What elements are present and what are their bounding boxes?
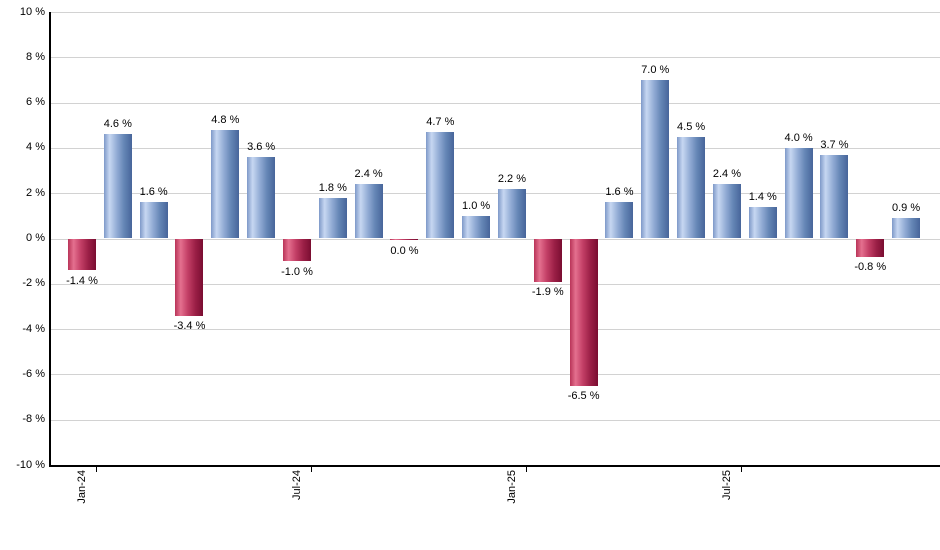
value-label: -3.4 % <box>173 320 206 332</box>
bar-Feb-25 <box>533 238 562 282</box>
y-axis-tick-label: -4 % <box>22 322 45 335</box>
value-label: 0.9 % <box>892 202 921 215</box>
x-axis-tick <box>96 467 97 472</box>
gridline <box>49 147 940 149</box>
value-label: 4.8 % <box>211 113 240 126</box>
value-label: 7.0 % <box>641 63 670 76</box>
value-label: 4.7 % <box>426 116 455 129</box>
bar-Mar-24 <box>139 202 168 239</box>
x-axis-tick-label: Jul-25 <box>720 470 733 500</box>
value-label: 3.7 % <box>820 138 849 151</box>
bar-Jan-24 <box>68 238 96 271</box>
value-label: 0.0 % <box>390 244 419 257</box>
y-axis-tick-label: -10 % <box>16 458 45 471</box>
value-label: 1.6 % <box>605 186 634 199</box>
value-label: 2.4 % <box>354 168 383 181</box>
value-label: 4.6 % <box>103 118 132 131</box>
value-label: 1.8 % <box>318 181 347 194</box>
bar-May-25 <box>641 79 670 239</box>
value-label: -0.8 % <box>854 261 887 274</box>
gridline <box>49 283 940 285</box>
y-axis-tick-label: 2 % <box>26 186 45 199</box>
bar-Oct-25 <box>820 154 849 239</box>
value-label: -1.0 % <box>281 265 313 278</box>
gridline <box>49 329 940 331</box>
y-axis-tick-label: -6 % <box>22 367 45 380</box>
x-axis-tick <box>310 467 312 472</box>
bar-Mar-25 <box>569 238 598 386</box>
bar-Feb-24 <box>103 134 132 239</box>
x-axis-tick-label: Jan-24 <box>76 470 88 504</box>
gridline <box>49 12 940 13</box>
bar-Jul-24 <box>282 238 311 262</box>
bar-Aug-24 <box>318 197 347 239</box>
bar-Oct-24 <box>390 238 419 240</box>
bar-Jun-24 <box>247 156 276 239</box>
bar-May-24 <box>211 129 240 239</box>
bar-Nov-24 <box>426 132 455 239</box>
y-axis-tick-label: 4 % <box>26 141 45 154</box>
bar-Dec-24 <box>462 215 491 239</box>
value-label: 1.4 % <box>748 190 777 203</box>
gridline <box>49 238 940 240</box>
value-label: -1.9 % <box>531 286 564 299</box>
y-axis-tick-label: 0 % <box>26 232 45 244</box>
gridline <box>49 102 940 104</box>
bar-Sep-24 <box>354 184 383 239</box>
y-axis-tick-label: -8 % <box>22 413 45 426</box>
bar-Sep-25 <box>784 147 813 239</box>
gridline <box>49 419 940 421</box>
value-label: 1.6 % <box>139 186 168 199</box>
value-label: -6.5 % <box>567 390 600 403</box>
value-label: 1.0 % <box>462 199 491 212</box>
y-axis-line <box>49 12 51 467</box>
bar-Aug-25 <box>748 206 777 239</box>
value-label: 2.2 % <box>497 172 527 185</box>
y-axis-tick-label: 8 % <box>26 50 45 63</box>
bar-Dec-25 <box>892 218 921 239</box>
bar-Apr-25 <box>605 202 634 239</box>
y-axis-tick-label: 6 % <box>26 96 45 109</box>
x-axis-tick-label: Jul-24 <box>290 470 303 500</box>
value-label: 4.0 % <box>784 131 813 144</box>
gridline <box>49 193 940 195</box>
gridline <box>49 374 940 376</box>
x-axis-tick <box>525 467 527 472</box>
x-axis-tick <box>740 467 742 472</box>
y-axis-tick-label: -2 % <box>22 277 45 290</box>
y-axis-tick-label: 10 % <box>19 5 45 18</box>
value-label: -1.4 % <box>66 274 98 287</box>
bar-Jun-25 <box>677 136 706 239</box>
value-label: 2.4 % <box>712 168 741 181</box>
x-axis-line <box>49 465 940 467</box>
bar-Apr-24 <box>175 238 204 316</box>
gridline <box>49 57 940 59</box>
value-label: 4.5 % <box>677 120 706 133</box>
value-label: 3.6 % <box>247 140 276 153</box>
bar-Nov-25 <box>856 238 885 257</box>
bar-Jul-25 <box>712 184 741 239</box>
bar-Jan-25 <box>497 188 526 239</box>
x-axis-tick-label: Jan-25 <box>505 470 518 504</box>
